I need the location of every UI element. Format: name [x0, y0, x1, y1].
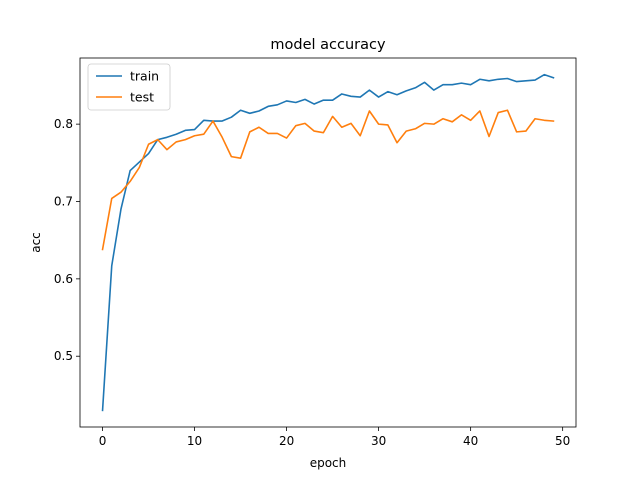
x-axis-label: epoch [310, 456, 347, 470]
x-tick-label: 50 [555, 434, 570, 448]
y-tick-label: 0.7 [54, 195, 73, 209]
x-tick-label: 10 [187, 434, 202, 448]
series-line-test [101, 109, 555, 251]
legend: train test [87, 63, 171, 111]
chart-title: model accuracy [270, 37, 386, 53]
x-tick-label: 40 [463, 434, 478, 448]
legend-label-test: test [130, 90, 154, 105]
y-axis-label: acc [29, 232, 43, 253]
x-tick-label: 0 [99, 434, 107, 448]
x-tick-label: 30 [371, 434, 386, 448]
y-axis-ticks: 0.5 0.6 0.7 0.8 [54, 117, 80, 363]
y-tick-label: 0.8 [54, 117, 73, 131]
y-tick-label: 0.6 [54, 272, 73, 286]
series-layer [101, 73, 555, 412]
x-axis-ticks: 0 10 20 30 40 50 [99, 427, 570, 448]
series-line-train [101, 73, 555, 412]
plot-frame [79, 57, 577, 428]
y-tick-label: 0.5 [54, 349, 73, 363]
legend-label-train: train [130, 69, 159, 84]
x-tick-label: 20 [279, 434, 294, 448]
